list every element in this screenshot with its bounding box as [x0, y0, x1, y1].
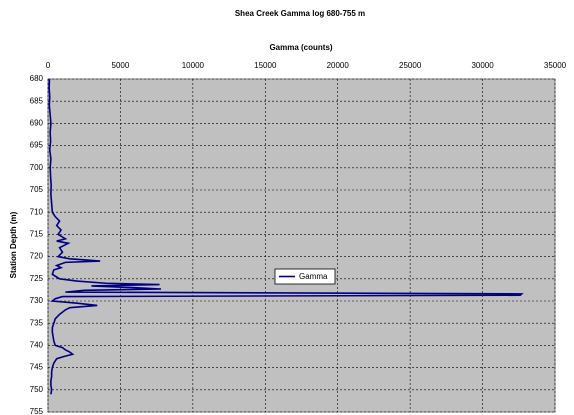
y-tick-label: 730 [30, 296, 44, 305]
y-tick-label: 700 [30, 163, 44, 172]
y-tick-label: 695 [30, 141, 44, 150]
x-tick-label: 0 [46, 61, 51, 70]
x-tick-label: 30000 [471, 61, 494, 70]
x-tick-label: 5000 [112, 61, 130, 70]
y-tick-label: 740 [30, 341, 44, 350]
x-tick-label: 15000 [254, 61, 277, 70]
x-tick-label: 10000 [182, 61, 205, 70]
plot-area [47, 78, 556, 413]
y-tick-label: 690 [30, 119, 44, 128]
y-tick-label: 725 [30, 274, 44, 283]
x-tick-label: 25000 [399, 61, 422, 70]
y-tick-label: 745 [30, 363, 44, 372]
y-tick-label: 735 [30, 318, 44, 327]
y-tick-label: 705 [30, 185, 44, 194]
y-tick-label: 685 [30, 96, 44, 105]
y-tick-label: 750 [30, 385, 44, 394]
legend-box [274, 268, 336, 285]
y-axis-label: Station Depth (m) [9, 211, 18, 278]
y-tick-label: 680 [30, 74, 44, 83]
chart-title: Shea Creek Gamma log 680-755 m [235, 9, 365, 18]
y-tick-label: 710 [30, 207, 44, 216]
x-tick-label: 35000 [544, 61, 567, 70]
y-tick-label: 715 [30, 230, 44, 239]
x-axis-label: Gamma (counts) [269, 43, 332, 52]
y-tick-label: 720 [30, 252, 44, 261]
legend-label: Gamma [299, 272, 328, 281]
data-line [48, 78, 524, 395]
y-tick-label: 755 [30, 407, 44, 415]
x-tick-label: 20000 [327, 61, 350, 70]
